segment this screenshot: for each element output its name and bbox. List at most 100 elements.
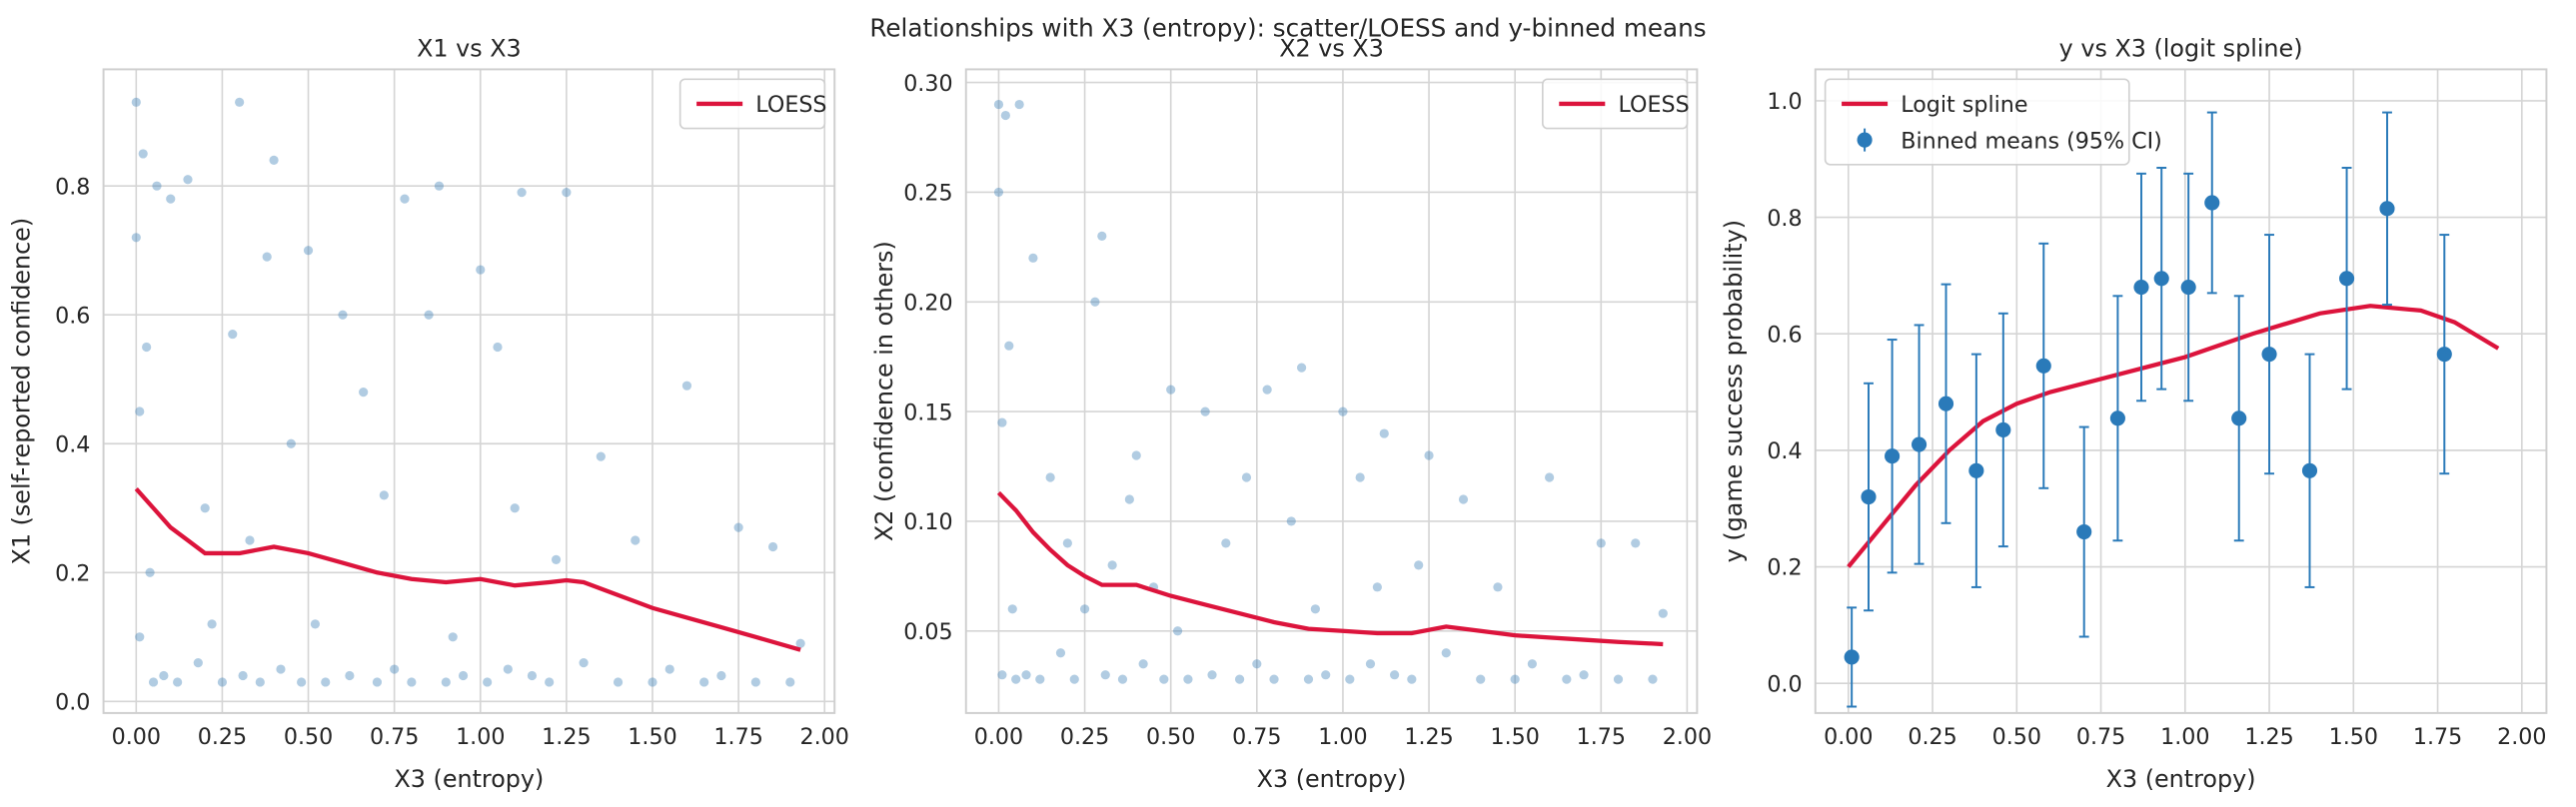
scatter-point xyxy=(1596,538,1606,548)
figure-title: Relationships with X3 (entropy): scatter… xyxy=(869,14,1706,43)
scatter-point xyxy=(217,677,228,687)
scatter-point xyxy=(390,664,400,674)
scatter-point xyxy=(1252,659,1262,669)
line xyxy=(996,490,1664,647)
scatter-point xyxy=(1476,674,1486,684)
scatter-point xyxy=(1355,472,1365,482)
y-tick-label: 0.0 xyxy=(55,690,90,716)
scatter-point xyxy=(131,233,141,243)
scatter-point xyxy=(1407,674,1417,684)
scatter-point xyxy=(1424,450,1434,460)
subplot-title: X2 vs X3 xyxy=(1279,34,1384,62)
binned-mean xyxy=(1861,488,1877,505)
scatter-point xyxy=(1124,494,1134,504)
binned-mean xyxy=(2231,410,2247,426)
y-tick-label: 0.0 xyxy=(1767,671,1802,697)
binned-mean xyxy=(2076,523,2092,540)
scatter-point xyxy=(1262,385,1272,395)
subplot: 0.00 0.25 0.50 0.75 1.00 1.25 1.50 1.75 2.00 0.05… xyxy=(870,34,1712,793)
y-tick-label: 0.30 xyxy=(903,71,952,97)
scatter-point xyxy=(255,677,265,687)
y-tick-label: 0.20 xyxy=(903,290,952,316)
scatter-point xyxy=(562,188,572,198)
scatter-point xyxy=(1613,674,1624,684)
scatter-point xyxy=(1269,674,1279,684)
scatter-point xyxy=(503,664,513,674)
scatter-point xyxy=(527,670,538,681)
scatter-point xyxy=(359,388,369,398)
subplot-title: y vs X3 (logit spline) xyxy=(2059,34,2303,62)
y-tick-label: 1.0 xyxy=(1767,89,1802,115)
scatter-point xyxy=(228,329,238,340)
scatter-point xyxy=(372,677,383,687)
scatter-point xyxy=(993,187,1004,198)
scatter-point xyxy=(785,677,795,687)
scatter-point xyxy=(1321,670,1331,680)
scatter-point xyxy=(997,670,1007,680)
scatter-point xyxy=(1100,670,1110,680)
x-tick-label: 0.75 xyxy=(1232,724,1281,750)
scatter-point xyxy=(733,522,743,532)
scatter-point xyxy=(276,664,286,674)
scatter-point xyxy=(152,181,162,191)
scatter-point xyxy=(1414,560,1424,570)
y-axis-label: y (game success probability) xyxy=(1720,220,1748,562)
x-axis-label: X3 (entropy) xyxy=(1257,765,1407,793)
scatter-point xyxy=(269,155,279,165)
x-tick-label: 1.50 xyxy=(2329,724,2378,750)
x-tick-label: 2.00 xyxy=(800,724,849,750)
binned-mean xyxy=(2204,195,2220,211)
scatter-point xyxy=(631,535,641,545)
x-tick-label: 2.00 xyxy=(1663,724,1712,750)
scatter-point xyxy=(1310,604,1320,614)
x-tick-label: 0.50 xyxy=(1146,724,1195,750)
scatter-point xyxy=(166,194,176,204)
scatter-point xyxy=(1458,494,1469,504)
binned-mean xyxy=(2301,462,2318,478)
y-tick-label: 0.10 xyxy=(903,509,952,535)
scatter-point xyxy=(596,451,606,461)
scatter-point xyxy=(1234,674,1245,684)
line xyxy=(134,486,801,652)
x-tick-label: 0.00 xyxy=(1824,724,1873,750)
y-tick-label: 0.15 xyxy=(903,400,952,425)
scatter-point xyxy=(1241,472,1252,482)
scatter-point xyxy=(1527,659,1537,669)
scatter-point xyxy=(716,670,726,681)
scatter-point xyxy=(1200,406,1210,416)
scatter-point xyxy=(303,246,314,256)
x-tick-label: 1.25 xyxy=(542,724,591,750)
scatter-point xyxy=(1159,674,1169,684)
y-tick-label: 0.2 xyxy=(1767,555,1802,581)
binned-mean xyxy=(2153,271,2169,287)
y-tick-label: 0.4 xyxy=(55,431,90,457)
scatter-point xyxy=(200,503,210,513)
scatter-point xyxy=(1631,538,1641,548)
binned-mean xyxy=(2133,279,2149,296)
scatter-point xyxy=(476,265,486,275)
scatter-point xyxy=(345,670,355,681)
legend-key xyxy=(1857,132,1873,148)
scatter-point xyxy=(681,381,692,391)
x-tick-label: 1.75 xyxy=(713,724,762,750)
scatter-point xyxy=(400,194,410,204)
scatter-point xyxy=(1062,538,1072,548)
scatter-point xyxy=(1493,582,1503,592)
scatter-point xyxy=(238,670,248,681)
scatter-point xyxy=(1390,670,1400,680)
scatter-point xyxy=(1441,648,1451,658)
legend-label: LOESS xyxy=(1618,92,1689,118)
x-tick-label: 0.75 xyxy=(2076,724,2125,750)
binned-mean xyxy=(2261,347,2277,363)
scatter-point xyxy=(235,97,245,107)
scatter-point xyxy=(1221,538,1231,548)
scatter-point xyxy=(286,438,296,448)
scatter-point xyxy=(1207,670,1217,680)
legend-label: Logit spline xyxy=(1901,92,2027,118)
scatter-point xyxy=(148,677,159,687)
binned-mean xyxy=(2436,347,2452,363)
scatter-point xyxy=(1138,659,1148,669)
